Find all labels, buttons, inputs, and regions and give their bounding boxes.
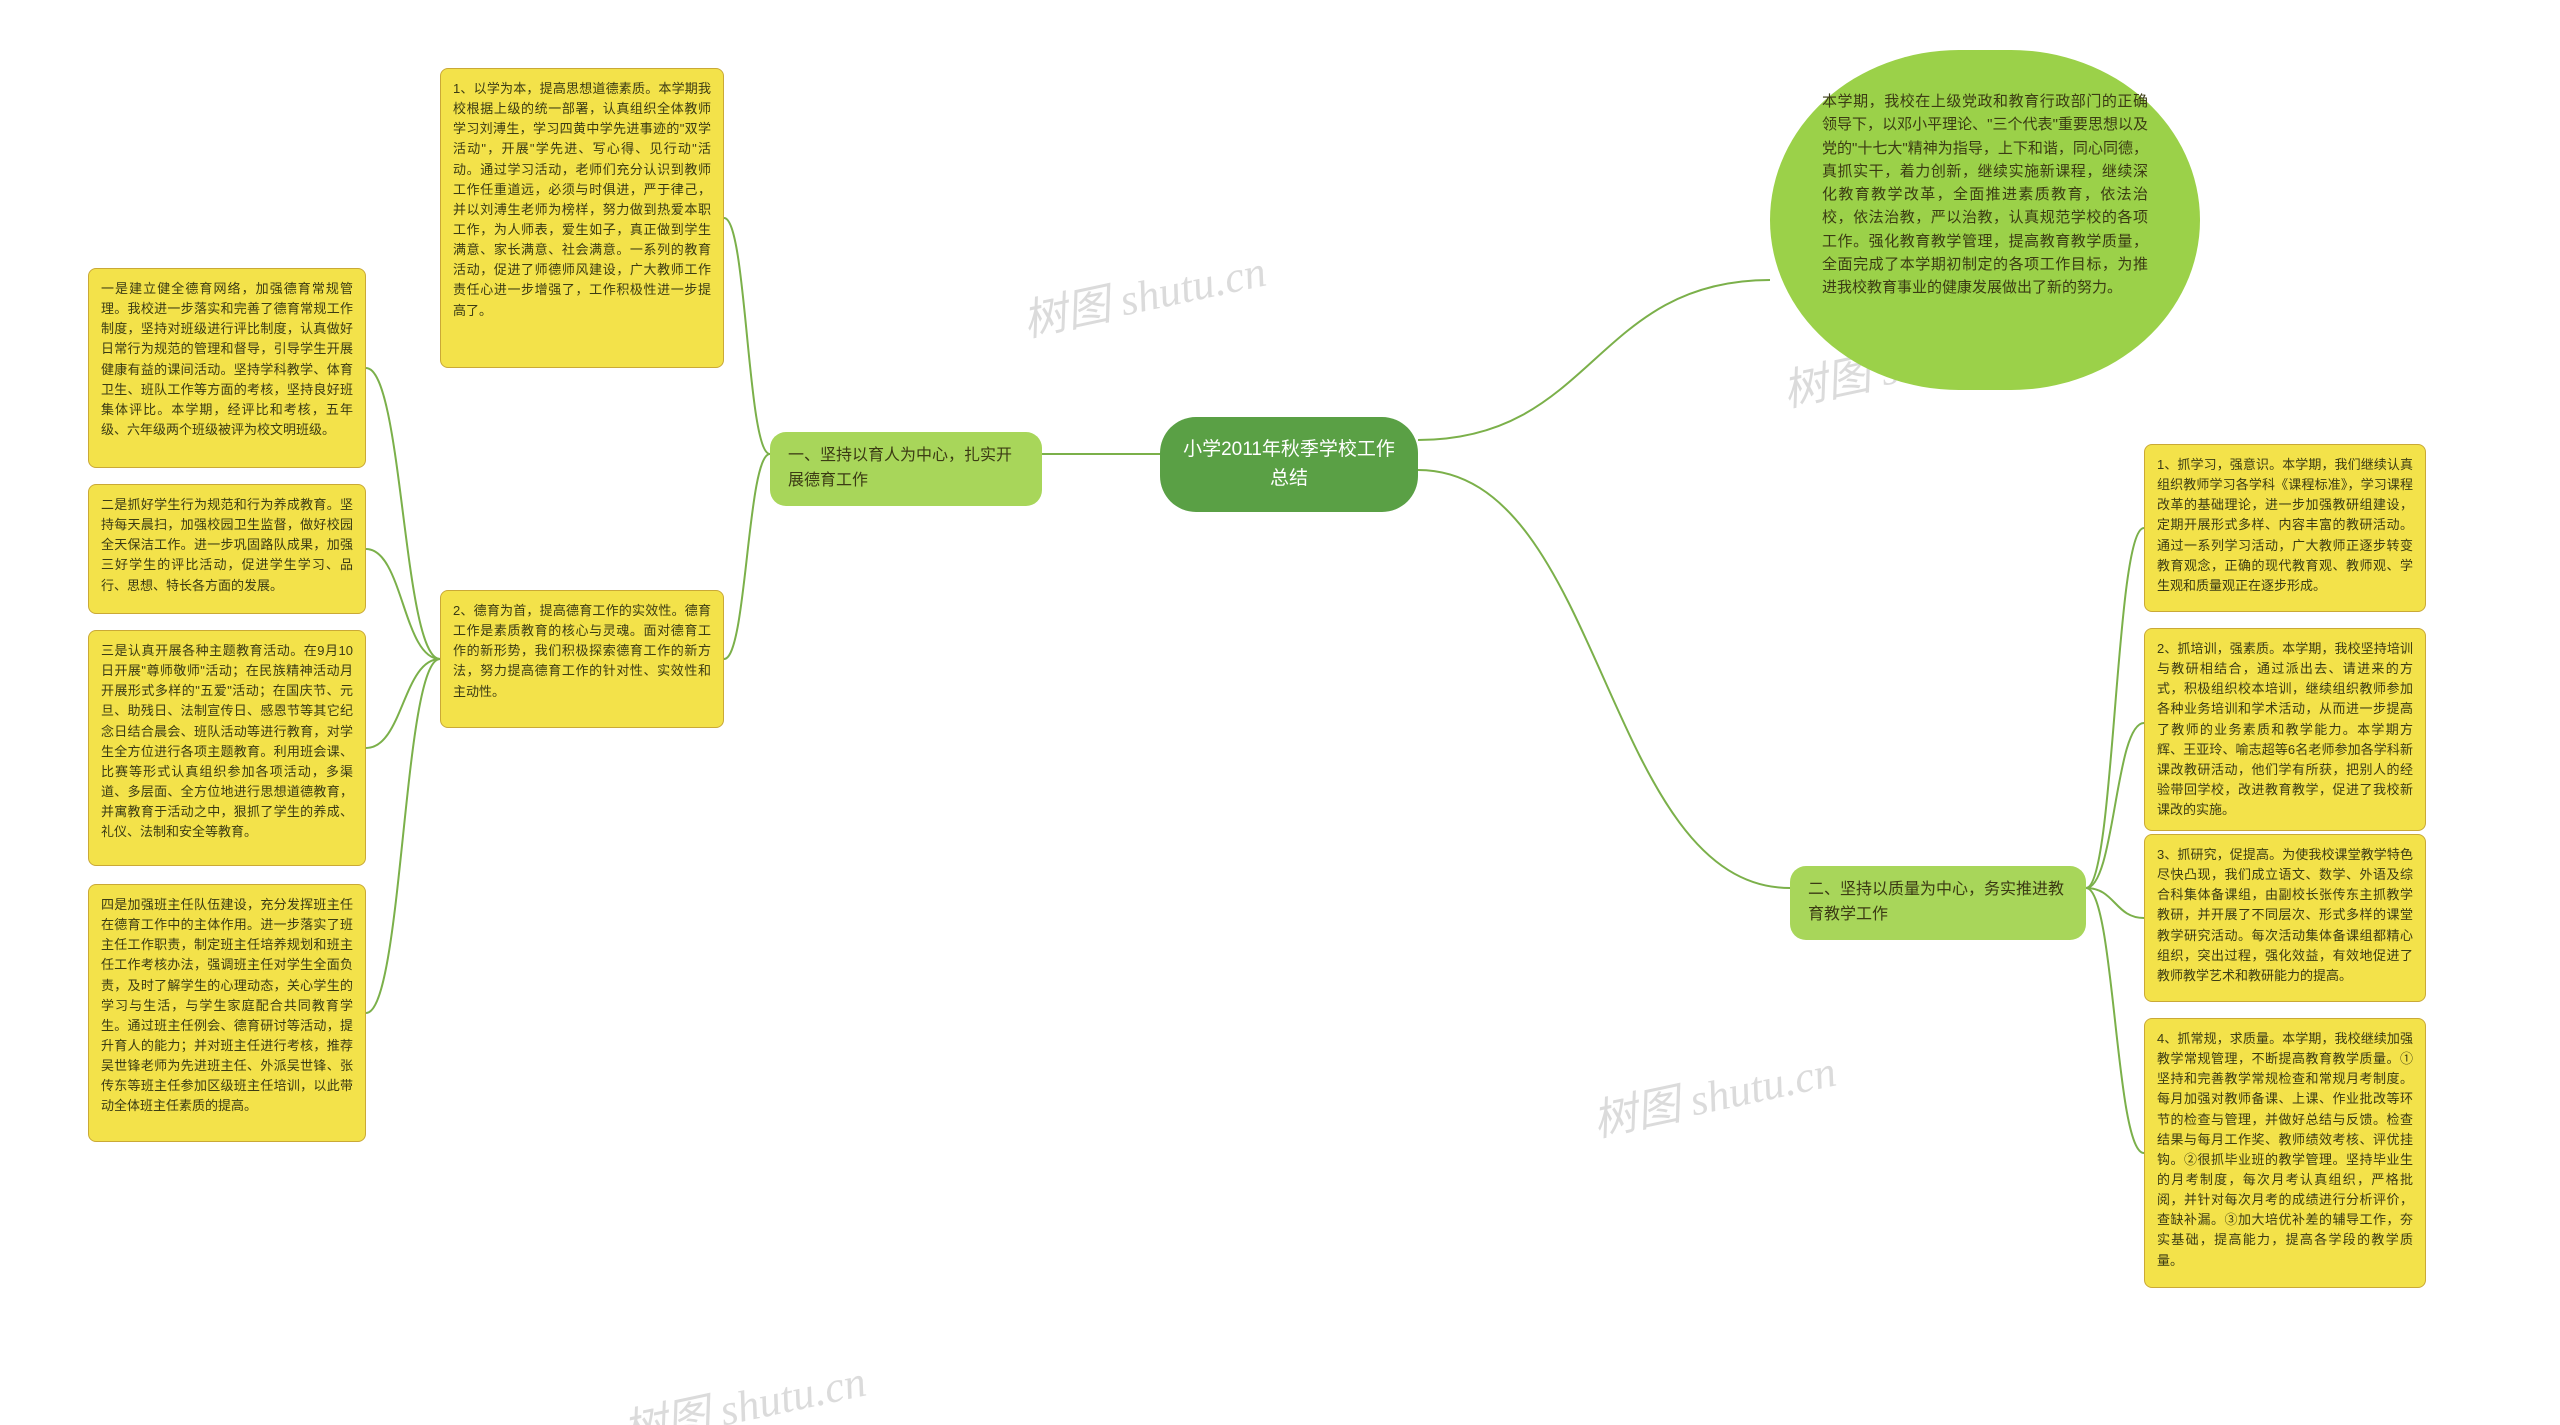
right-leaf1: 1、抓学习，强意识。本学期，我们继续认真组织教师学习各学科《课程标准》，学习课程…: [2144, 444, 2426, 612]
watermark: 树图 shutu.cn: [616, 1345, 871, 1425]
watermark: 树图 shutu.cn: [1016, 235, 1271, 349]
branch-right: 二、坚持以质量为中心，务实推进教育教学工作: [1790, 866, 2086, 940]
right-leaf3-text: 3、抓研究，促提高。为使我校课堂教学特色尽快凸现，我们成立语文、数学、外语及综合…: [2157, 847, 2413, 983]
left-leaf2-text: 二是抓好学生行为规范和行为养成教育。坚持每天晨扫，加强校园卫生监督，做好校园全天…: [101, 497, 353, 593]
right-leaf4-text: 4、抓常规，求质量。本学期，我校继续加强教学常规管理，不断提高教育教学质量。①坚…: [2157, 1031, 2413, 1268]
left-leaf4: 四是加强班主任队伍建设，充分发挥班主任在德育工作中的主体作用。进一步落实了班主任…: [88, 884, 366, 1142]
left-leaf3-text: 三是认真开展各种主题教育活动。在9月10日开展"尊师敬师"活动；在民族精神活动月…: [101, 643, 353, 839]
left-sub2: 2、德育为首，提高德育工作的实效性。德育工作是素质教育的核心与灵魂。面对德育工作…: [440, 590, 724, 728]
left-leaf1: 一是建立健全德育网络，加强德育常规管理。我校进一步落实和完善了德育常规工作制度，…: [88, 268, 366, 468]
intro-node: 本学期，我校在上级党政和教育行政部门的正确领导下，以邓小平理论、"三个代表"重要…: [1770, 50, 2200, 390]
root-node: 小学2011年秋季学校工作总结: [1160, 417, 1418, 512]
left-leaf3: 三是认真开展各种主题教育活动。在9月10日开展"尊师敬师"活动；在民族精神活动月…: [88, 630, 366, 866]
left-leaf2: 二是抓好学生行为规范和行为养成教育。坚持每天晨扫，加强校园卫生监督，做好校园全天…: [88, 484, 366, 614]
branch-left-label: 一、坚持以育人为中心，扎实开展德育工作: [788, 447, 1012, 489]
intro-text: 本学期，我校在上级党政和教育行政部门的正确领导下，以邓小平理论、"三个代表"重要…: [1822, 93, 2148, 296]
right-leaf1-text: 1、抓学习，强意识。本学期，我们继续认真组织教师学习各学科《课程标准》，学习课程…: [2157, 457, 2413, 593]
watermark: 树图 shutu.cn: [1586, 1035, 1841, 1149]
right-leaf2-text: 2、抓培训，强素质。本学期，我校坚持培训与教研相结合，通过派出去、请进来的方式，…: [2157, 641, 2413, 817]
left-leaf1-text: 一是建立健全德育网络，加强德育常规管理。我校进一步落实和完善了德育常规工作制度，…: [101, 281, 353, 437]
left-sub2-text: 2、德育为首，提高德育工作的实效性。德育工作是素质教育的核心与灵魂。面对德育工作…: [453, 603, 711, 699]
right-leaf3: 3、抓研究，促提高。为使我校课堂教学特色尽快凸现，我们成立语文、数学、外语及综合…: [2144, 834, 2426, 1002]
left-leaf4-text: 四是加强班主任队伍建设，充分发挥班主任在德育工作中的主体作用。进一步落实了班主任…: [101, 897, 353, 1113]
left-sub1: 1、以学为本，提高思想道德素质。本学期我校根据上级的统一部署，认真组织全体教师学…: [440, 68, 724, 368]
right-leaf2: 2、抓培训，强素质。本学期，我校坚持培训与教研相结合，通过派出去、请进来的方式，…: [2144, 628, 2426, 831]
right-leaf4: 4、抓常规，求质量。本学期，我校继续加强教学常规管理，不断提高教育教学质量。①坚…: [2144, 1018, 2426, 1288]
left-sub1-text: 1、以学为本，提高思想道德素质。本学期我校根据上级的统一部署，认真组织全体教师学…: [453, 81, 711, 318]
root-label: 小学2011年秋季学校工作总结: [1182, 435, 1396, 494]
branch-right-label: 二、坚持以质量为中心，务实推进教育教学工作: [1808, 881, 2064, 923]
branch-left: 一、坚持以育人为中心，扎实开展德育工作: [770, 432, 1042, 506]
